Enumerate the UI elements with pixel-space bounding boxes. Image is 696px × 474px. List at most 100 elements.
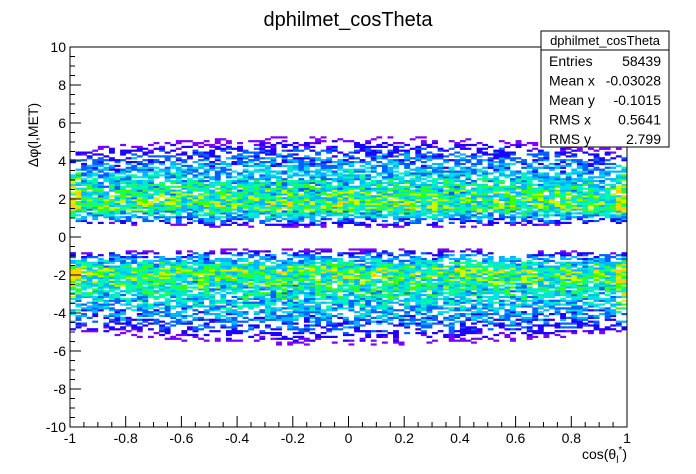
heatmap-cell [181, 191, 188, 194]
heatmap-cell [125, 303, 132, 306]
heatmap-cell [454, 290, 461, 293]
heatmap-cell [370, 305, 377, 308]
heatmap-cell [237, 254, 243, 257]
heatmap-cell [276, 333, 282, 337]
heatmap-cell [97, 162, 104, 166]
heatmap-cell [493, 282, 500, 285]
heatmap-cell [454, 301, 461, 304]
heatmap-cell [459, 200, 466, 204]
heatmap-cell [237, 142, 243, 145]
heatmap-cell [298, 305, 305, 308]
heatmap-cell [198, 180, 204, 183]
heatmap-cell [159, 261, 165, 264]
heatmap-cell [315, 219, 321, 223]
heatmap-cell [415, 136, 422, 139]
heatmap-cell [354, 216, 360, 219]
heatmap-cell [276, 212, 282, 215]
heatmap-cell [387, 199, 394, 202]
heatmap-cell [214, 292, 221, 295]
heatmap-cell [186, 282, 193, 285]
heatmap-cell [315, 223, 321, 226]
heatmap-cell [209, 176, 216, 179]
heatmap-cell [426, 197, 433, 200]
heatmap-cell [471, 318, 477, 321]
heatmap-cell [114, 191, 121, 194]
heatmap-cell [70, 208, 76, 211]
heatmap-cell [142, 218, 149, 221]
heatmap-cell [359, 223, 366, 226]
heatmap-cell [320, 301, 327, 304]
heatmap-cell [437, 284, 444, 287]
heatmap-cell [203, 191, 210, 194]
heatmap-cell [159, 269, 165, 272]
heatmap-cell [259, 250, 266, 253]
heatmap-cell [214, 284, 221, 287]
heatmap-cell [259, 286, 266, 289]
heatmap-cell [320, 223, 327, 226]
heatmap-cell [147, 265, 154, 268]
heatmap-cell [81, 292, 88, 295]
heatmap-cell [309, 320, 316, 323]
heatmap-cell [381, 265, 388, 268]
heatmap-cell [225, 280, 232, 283]
heatmap-cell [264, 193, 271, 196]
heatmap-cell [142, 263, 149, 266]
heatmap-cell [415, 313, 422, 316]
heatmap-cell [326, 269, 333, 272]
heatmap-cell [209, 288, 216, 291]
heatmap-cell [432, 286, 438, 289]
heatmap-cell [237, 223, 243, 226]
heatmap-cell [448, 147, 455, 150]
heatmap-cell [326, 318, 333, 321]
heatmap-cell [487, 204, 494, 207]
heatmap-cell [292, 164, 299, 167]
heatmap-cell [170, 208, 177, 211]
heatmap-cell [264, 267, 271, 270]
heatmap-cell [220, 299, 227, 302]
heatmap-cell [309, 311, 316, 314]
heatmap-cell [181, 271, 188, 274]
heatmap-cell [114, 318, 121, 321]
heatmap-cell [120, 318, 126, 321]
heatmap-cell [108, 200, 115, 204]
heatmap-cell [482, 208, 489, 211]
heatmap-cell [376, 212, 383, 215]
heatmap-cell [420, 187, 427, 190]
heatmap-cell [186, 305, 193, 308]
heatmap-cell [381, 311, 388, 314]
heatmap-cell [203, 185, 210, 188]
heatmap-cell [298, 265, 305, 268]
heatmap-cell [192, 212, 199, 215]
heatmap-cell [108, 214, 115, 217]
heatmap-cell [287, 225, 294, 228]
heatmap-cell [365, 286, 372, 289]
heatmap-cell [432, 193, 438, 196]
heatmap-cell [175, 250, 182, 253]
heatmap-cell [359, 147, 366, 150]
heatmap-cell [437, 276, 444, 280]
heatmap-cell [309, 288, 316, 291]
heatmap-cell [493, 200, 500, 204]
heatmap-cell [487, 159, 494, 162]
heatmap-cell [415, 168, 422, 171]
heatmap-cell [426, 307, 433, 310]
heatmap-cell [248, 324, 255, 327]
heatmap-cell [409, 197, 416, 200]
heatmap-cell [471, 206, 477, 209]
heatmap-cell [420, 199, 427, 202]
heatmap-cell [81, 208, 88, 211]
heatmap-cell [348, 301, 355, 304]
heatmap-cell [92, 206, 99, 209]
heatmap-cell [298, 159, 305, 162]
heatmap-cell [354, 151, 360, 154]
heatmap-cell [281, 204, 288, 207]
heatmap-cell [108, 320, 115, 323]
heatmap-cell [409, 263, 416, 266]
heatmap-cell [170, 172, 177, 175]
heatmap-cell [331, 200, 338, 204]
heatmap-cell [393, 185, 399, 188]
heatmap-cell [237, 159, 243, 162]
heatmap-cell [476, 155, 483, 158]
heatmap-cell [264, 185, 271, 188]
heatmap-cell [125, 174, 132, 177]
